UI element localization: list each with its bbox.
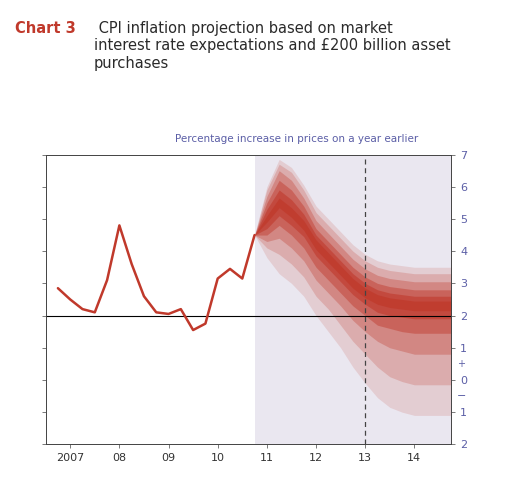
Bar (255, 155, 451, 444)
Text: Chart 3: Chart 3 (15, 21, 76, 36)
Text: Percentage increase in prices on a year earlier: Percentage increase in prices on a year … (175, 134, 419, 144)
Text: CPI inflation projection based on market
interest rate expectations and £200 bil: CPI inflation projection based on market… (94, 21, 450, 71)
Text: +: + (457, 359, 465, 369)
Text: −: − (457, 391, 466, 401)
